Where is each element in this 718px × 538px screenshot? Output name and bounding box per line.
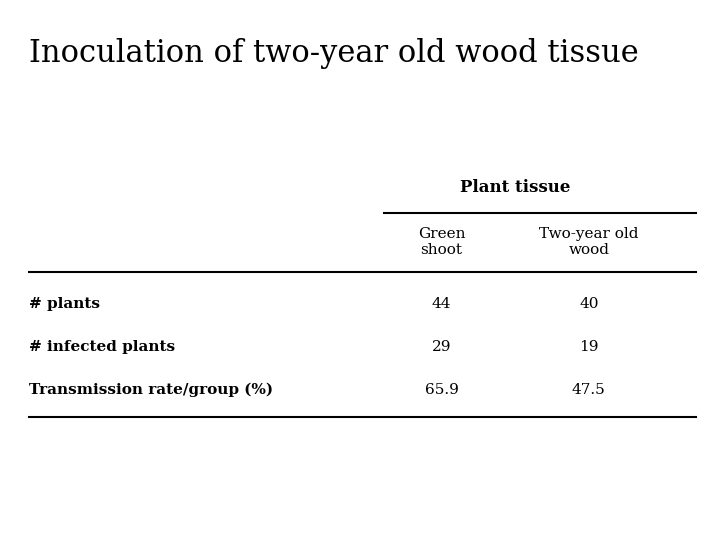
Text: 40: 40 xyxy=(579,297,599,311)
Text: Inoculation of two-year old wood tissue: Inoculation of two-year old wood tissue xyxy=(29,38,638,69)
Text: Two-year old
wood: Two-year old wood xyxy=(539,227,638,257)
Text: 47.5: 47.5 xyxy=(572,383,606,397)
Text: 29: 29 xyxy=(432,340,452,354)
Text: 19: 19 xyxy=(579,340,599,354)
Text: # plants: # plants xyxy=(29,297,100,311)
Text: 65.9: 65.9 xyxy=(424,383,459,397)
Text: Green
shoot: Green shoot xyxy=(418,227,465,257)
Text: 44: 44 xyxy=(432,297,452,311)
Text: Transmission rate/group (%): Transmission rate/group (%) xyxy=(29,383,273,397)
Text: # infected plants: # infected plants xyxy=(29,340,175,354)
Text: Plant tissue: Plant tissue xyxy=(460,179,570,196)
